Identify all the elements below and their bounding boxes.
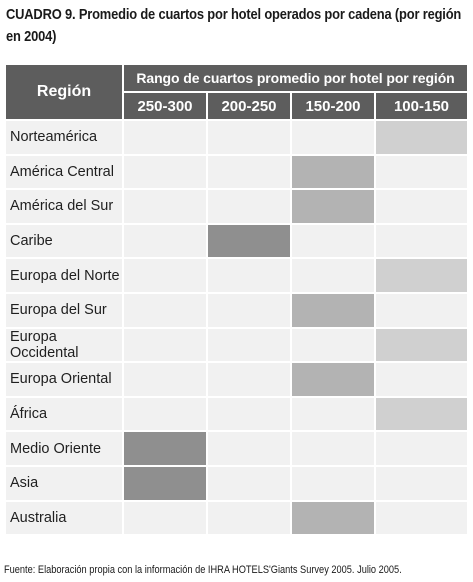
empty-cell [122,222,208,260]
empty-cell [373,222,470,260]
empty-cell [290,119,376,156]
region-name: Norteamérica [4,119,124,156]
empty-cell [122,119,208,156]
source-note: Fuente: Elaboración propia con la inform… [4,564,402,576]
empty-cell [122,499,208,537]
empty-cell [206,499,292,537]
table-row: América del Sur [4,188,470,225]
region-name: Europa Occidental [4,326,124,364]
range-marker-cell [122,464,208,502]
empty-cell [290,326,376,364]
empty-cell [373,361,470,398]
empty-cell [290,395,376,433]
table-body: Norteamérica América Central América del S… [4,119,470,537]
region-name: Medio Oriente [4,430,124,467]
table-row: Australia [4,499,470,537]
range-marker-cell [373,326,470,364]
region-name: América Central [4,153,124,191]
column-header-200-250: 200-250 [206,91,292,121]
range-marker-cell [206,222,292,260]
region-name: Australia [4,499,124,537]
empty-cell [206,395,292,433]
empty-cell [122,153,208,191]
empty-cell [290,222,376,260]
empty-cell [206,153,292,191]
range-marker-cell [290,291,376,329]
table-row: Europa Oriental [4,361,470,398]
column-header-250-300: 250-300 [122,91,208,121]
rooms-by-region-table: Región Rango de cuartos promedio por hot… [4,63,470,537]
table-row: Asia [4,464,470,502]
column-header-100-150: 100-150 [373,91,470,121]
region-name: Europa del Sur [4,291,124,329]
table-row: Caribe [4,222,470,260]
empty-cell [122,257,208,294]
empty-cell [373,499,470,537]
empty-cell [122,291,208,329]
empty-cell [290,257,376,294]
range-marker-cell [122,430,208,467]
range-marker-cell [373,257,470,294]
table-row: Norteamérica [4,119,470,156]
range-marker-cell [373,395,470,433]
empty-cell [373,291,470,329]
region-name: Caribe [4,222,124,260]
empty-cell [122,395,208,433]
empty-cell [290,430,376,467]
table-row: África [4,395,470,433]
empty-cell [122,326,208,364]
empty-cell [206,430,292,467]
empty-cell [373,153,470,191]
range-marker-cell [290,361,376,398]
empty-cell [122,188,208,225]
empty-cell [206,361,292,398]
range-marker-cell [290,188,376,225]
empty-cell [122,361,208,398]
table-row: Europa Occidental [4,326,470,364]
region-name: Europa Oriental [4,361,124,398]
region-name: América del Sur [4,188,124,225]
empty-cell [206,119,292,156]
table-row: Medio Oriente [4,430,470,467]
empty-cell [373,188,470,225]
table-row: Europa del Norte [4,257,470,294]
region-header: Región [4,63,124,121]
column-header-150-200: 150-200 [290,91,376,121]
range-header-label: Rango de cuartos promedio por hotel por … [136,70,455,86]
empty-cell [206,326,292,364]
empty-cell [206,291,292,329]
empty-cell [373,430,470,467]
range-marker-cell [290,153,376,191]
empty-cell [206,188,292,225]
empty-cell [206,257,292,294]
table-row: Europa del Sur [4,291,470,329]
range-marker-cell [373,119,470,156]
empty-cell [373,464,470,502]
table-row: América Central [4,153,470,191]
range-header: Rango de cuartos promedio por hotel por … [121,63,470,93]
range-marker-cell [290,499,376,537]
region-name: Asia [4,464,124,502]
empty-cell [290,464,376,502]
region-name: África [4,395,124,433]
region-name: Europa del Norte [4,257,124,294]
empty-cell [206,464,292,502]
table-title: CUADRO 9. Promedio de cuartos por hotel … [6,6,462,45]
